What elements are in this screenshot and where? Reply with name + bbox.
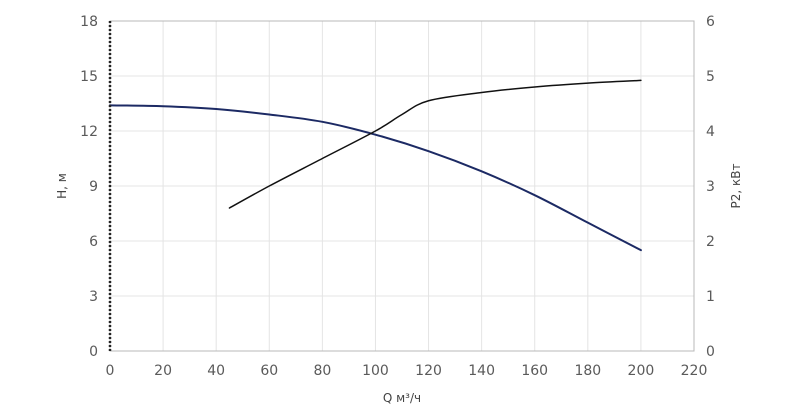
- y-right-tick-label: 4: [706, 124, 715, 140]
- y-right-tick-label: 2: [706, 234, 715, 250]
- x-tick-label: 180: [574, 363, 601, 379]
- y-left-tick-label: 9: [89, 179, 98, 195]
- y-left-tick-label: 15: [80, 69, 98, 85]
- x-tick-label: 100: [362, 363, 389, 379]
- x-tick-label: 0: [106, 363, 115, 379]
- y-left-tick-label: 12: [80, 124, 98, 140]
- x-tick-label: 200: [628, 363, 655, 379]
- y-right-tick-label: 0: [706, 344, 715, 360]
- y-left-tick-label: 0: [89, 344, 98, 360]
- x-tick-label: 160: [521, 363, 548, 379]
- x-tick-label: 20: [154, 363, 172, 379]
- y-left-tick-label: 3: [89, 289, 98, 305]
- x-tick-label: 140: [468, 363, 495, 379]
- power-curve-line: [228, 79, 642, 209]
- y-right-tick-label: 5: [706, 69, 715, 85]
- left-axis-ticks: 0 3 6 9 12 15 18: [80, 14, 98, 360]
- x-axis-ticks: 0 20 40 60 80 100 120 140 160 180 200 220: [106, 363, 708, 379]
- series-layer: [109, 79, 642, 252]
- y-right-tick-label: 6: [706, 14, 715, 30]
- right-axis-ticks: 0 1 2 3 4 5 6: [706, 14, 715, 360]
- x-axis-label: Q м³/ч: [383, 391, 421, 405]
- y-right-tick-label: 3: [706, 179, 715, 195]
- x-tick-label: 120: [415, 363, 442, 379]
- head-curve-line: [109, 104, 642, 252]
- x-tick-label: 80: [313, 363, 331, 379]
- x-tick-label: 220: [681, 363, 708, 379]
- y-right-tick-label: 1: [706, 289, 715, 305]
- y-axis-right-label: P2, кВт: [729, 164, 743, 209]
- x-tick-label: 40: [207, 363, 225, 379]
- x-tick-label: 60: [260, 363, 278, 379]
- y-left-tick-label: 6: [89, 234, 98, 250]
- grid-layer: [110, 21, 694, 351]
- y-axis-left-label: H, м: [55, 173, 69, 199]
- y-left-tick-label: 18: [80, 14, 98, 30]
